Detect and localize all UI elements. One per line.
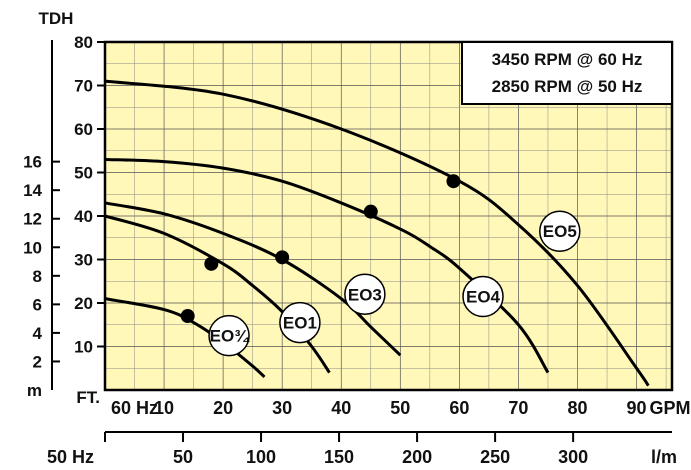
ft-tick-label: 20	[74, 294, 93, 313]
curve-label-badge	[279, 301, 321, 344]
curve-label-4: EO5	[539, 210, 581, 252]
m-tick-label: 8	[33, 267, 42, 286]
ft-tick-label: 70	[74, 77, 93, 96]
legend-entry: 2850 RPM @ 50 Hz	[492, 77, 643, 96]
lpm-tick-label: 250	[480, 447, 510, 467]
m-tick-label: 4	[33, 324, 43, 343]
best-efficiency-point-3	[363, 204, 378, 219]
legend-entry: 3450 RPM @ 60 Hz	[492, 50, 643, 69]
gpm-tick-label: 80	[567, 398, 587, 418]
lpm-tick-label: 50	[173, 447, 193, 467]
best-efficiency-point-1	[204, 256, 219, 271]
curve-label-text: EO3	[348, 285, 382, 304]
curve-label-text: EO¾	[210, 327, 251, 346]
curve-label-badge	[462, 275, 504, 318]
legend-box	[461, 41, 673, 105]
gpm-tick-label: 60	[449, 398, 469, 418]
gpm-tick-label: 20	[213, 398, 233, 418]
gpm-tick-label: 10	[154, 398, 174, 418]
curve-label-text: EO5	[543, 222, 577, 241]
curve-label-3: EO4	[462, 275, 504, 318]
lpm-tick-label: 150	[324, 447, 354, 467]
gpm-tick-label: 40	[331, 398, 351, 418]
ft-tick-label: 40	[74, 207, 93, 226]
curve-0	[104, 297, 266, 379]
gpm-tick-label: 30	[272, 398, 292, 418]
curve-label-0: EO¾	[208, 314, 251, 357]
best-efficiency-point-2	[275, 250, 290, 265]
gpm-tick-label: 70	[508, 398, 528, 418]
curve-label-text: EO1	[283, 314, 317, 333]
ft-tick-label: 10	[74, 338, 93, 357]
best-efficiency-point-4	[446, 174, 461, 189]
lpm-tick-label: 200	[402, 447, 432, 467]
ft-tick-label: 30	[74, 251, 93, 270]
ft-tick-label: 60	[74, 120, 93, 139]
curve-label-1: EO1	[279, 301, 321, 344]
gpm-tick-label: 90	[627, 398, 647, 418]
curve-label-badge	[208, 314, 250, 357]
gpm-tick-label: 50	[390, 398, 410, 418]
gpm-axis-unit: GPM	[649, 398, 690, 418]
best-efficiency-point-0	[180, 309, 195, 324]
ft-axis-title: FT.	[76, 388, 100, 407]
curve-label-badge	[539, 210, 581, 252]
tdh-axis-title: TDH	[39, 9, 74, 28]
curve-label-text: EO4	[466, 287, 501, 306]
m-axis-unit: m	[27, 381, 42, 400]
m-tick-label: 16	[23, 153, 42, 172]
curve-label-badge	[344, 273, 386, 316]
m-tick-label: 2	[33, 352, 42, 371]
ft-tick-label: 50	[74, 164, 93, 183]
m-tick-label: 12	[23, 210, 42, 229]
m-tick-label: 6	[33, 295, 42, 314]
curve-1	[104, 214, 331, 374]
curve-4	[104, 79, 650, 387]
curve-label-2: EO3	[344, 273, 386, 316]
lpm-axis-unit: l/m	[651, 447, 677, 467]
lpm-frequency-label: 50 Hz	[47, 447, 94, 467]
gpm-frequency-label: 60 Hz	[111, 398, 158, 418]
m-tick-label: 10	[23, 238, 42, 257]
lpm-tick-label: 100	[246, 447, 276, 467]
ft-tick-label: 80	[74, 33, 93, 52]
lpm-tick-label: 300	[558, 447, 588, 467]
m-tick-label: 14	[23, 181, 42, 200]
